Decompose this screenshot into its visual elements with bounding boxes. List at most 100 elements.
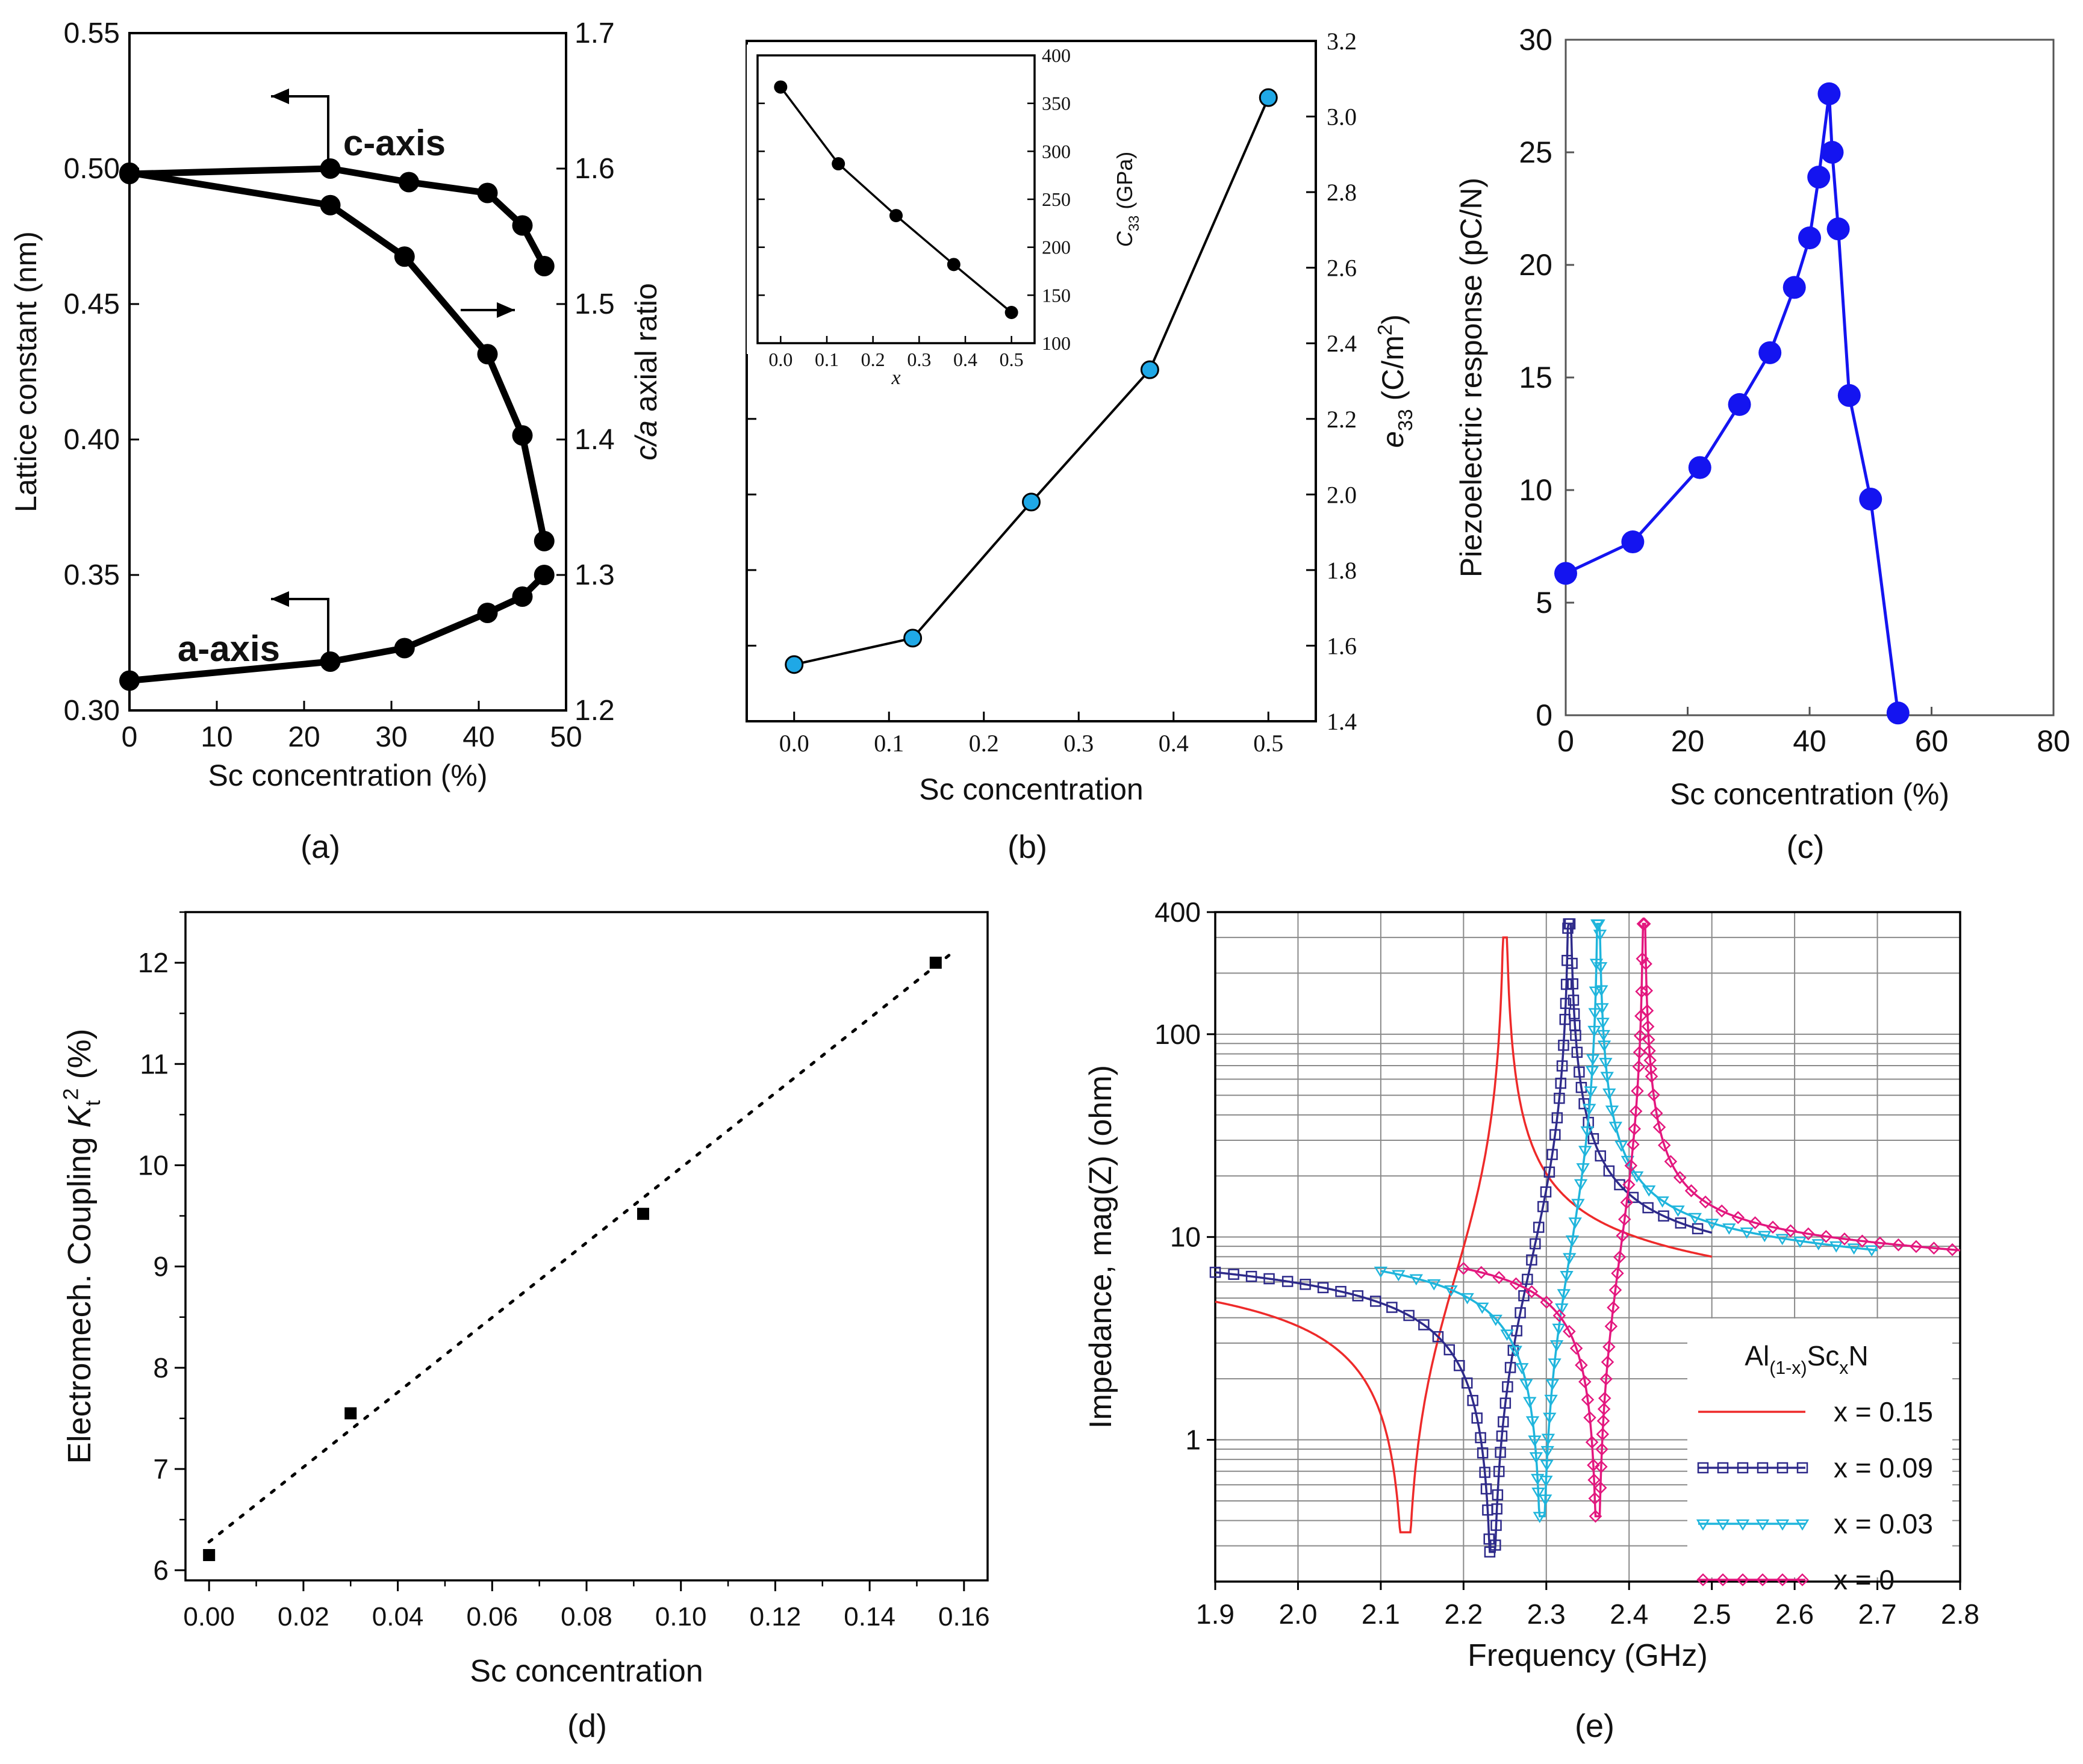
inset-x-tick-label: 0.0 bbox=[768, 349, 792, 370]
panel-label: (c) bbox=[1787, 829, 1825, 865]
x-tick-label: 2.1 bbox=[1362, 1598, 1400, 1630]
series-marker bbox=[1480, 1483, 1492, 1495]
series-marker bbox=[1461, 1377, 1473, 1389]
x-tick-label: 0.10 bbox=[655, 1602, 707, 1632]
series-marker bbox=[1546, 1149, 1558, 1160]
series-marker bbox=[1705, 1219, 1719, 1231]
y-tick-label: 1 bbox=[1185, 1424, 1201, 1456]
series-marker bbox=[1369, 1296, 1381, 1307]
x-tick-label: 0.16 bbox=[938, 1602, 990, 1632]
series-marker bbox=[1588, 1492, 1602, 1505]
y-right-tick-label: 1.4 bbox=[1327, 708, 1357, 735]
panel-label: (b) bbox=[1007, 829, 1047, 865]
data-point bbox=[512, 425, 533, 446]
arrow-ratio-head bbox=[497, 302, 515, 318]
series-marker bbox=[1602, 1340, 1616, 1353]
y-tick-label: 400 bbox=[1154, 896, 1201, 928]
series-marker bbox=[1596, 1017, 1610, 1030]
series-marker bbox=[1467, 1394, 1478, 1406]
panel-a-lattice-constant: 0 10 20 30 40 50 0.30 0.35 0.40 0.45 0.50 0.55 1.2 1.… bbox=[9, 17, 663, 792]
series-marker bbox=[1616, 1229, 1629, 1243]
series-marker bbox=[1585, 1435, 1599, 1449]
y-tick-label: 8 bbox=[153, 1352, 169, 1384]
x-tick-label: 20 bbox=[1671, 724, 1705, 758]
inset-y-tick-label: 400 bbox=[1042, 45, 1071, 66]
series-marker bbox=[1736, 1573, 1749, 1586]
series-marker bbox=[1490, 1539, 1501, 1551]
x-tick-label: 2.7 bbox=[1858, 1598, 1897, 1630]
x-tick-label: 2.8 bbox=[1941, 1598, 1979, 1630]
x-tick-label: 40 bbox=[462, 721, 494, 753]
series-marker bbox=[1596, 1030, 1611, 1042]
annotation-c-axis: c-axis bbox=[343, 123, 446, 163]
legend-title: Al(1-x)ScxN bbox=[1745, 1340, 1868, 1378]
data-point bbox=[119, 670, 140, 691]
series-line bbox=[1215, 922, 1713, 1553]
data-point bbox=[320, 194, 341, 216]
series-marker bbox=[1530, 1238, 1541, 1250]
y-right-tick-label: 1.2 bbox=[574, 695, 615, 727]
series-marker bbox=[1565, 1235, 1580, 1247]
y-tick-label: 25 bbox=[1519, 135, 1552, 169]
series-marker bbox=[1635, 985, 1648, 998]
series-marker bbox=[1639, 957, 1652, 971]
series-marker bbox=[1529, 1452, 1543, 1464]
series-marker bbox=[1566, 957, 1578, 969]
series-marker bbox=[1608, 1284, 1622, 1297]
fit-line bbox=[207, 953, 951, 1544]
series-marker bbox=[1622, 1178, 1636, 1191]
series-marker bbox=[1571, 1199, 1585, 1211]
y-right-tick-label: 1.6 bbox=[574, 153, 615, 185]
x-tick-label: 0.1 bbox=[874, 730, 904, 757]
x-tick-label: 2.4 bbox=[1610, 1598, 1648, 1630]
series-marker bbox=[1563, 1325, 1576, 1338]
series-marker bbox=[1245, 1270, 1257, 1282]
x-tick-label: 0.5 bbox=[1253, 730, 1283, 757]
y-tick-label: 0.30 bbox=[64, 695, 120, 727]
series-marker bbox=[1475, 1432, 1486, 1444]
series-marker bbox=[1519, 1379, 1533, 1391]
series-marker bbox=[1717, 1462, 1729, 1474]
x-axis-label: Sc concentration bbox=[919, 772, 1143, 806]
legend-background bbox=[1687, 1318, 1952, 1577]
series-marker bbox=[1493, 1465, 1505, 1477]
plot-frame bbox=[1565, 39, 2055, 716]
series-marker bbox=[1589, 958, 1604, 971]
series-marker bbox=[1539, 1476, 1553, 1487]
x-axis-label: Sc concentration bbox=[470, 1654, 703, 1689]
series-marker bbox=[1776, 1462, 1789, 1474]
series-marker bbox=[1595, 1003, 1609, 1014]
series-marker bbox=[1628, 1122, 1642, 1135]
series-marker bbox=[1756, 1573, 1769, 1586]
series-marker bbox=[1549, 1129, 1561, 1141]
series-marker bbox=[1578, 1146, 1592, 1157]
series-marker bbox=[1587, 1473, 1601, 1487]
series-marker bbox=[1910, 1240, 1923, 1253]
series-marker bbox=[1558, 1039, 1569, 1051]
data-point bbox=[929, 957, 942, 969]
series-marker bbox=[1574, 1066, 1585, 1078]
series-marker bbox=[1716, 1519, 1730, 1531]
x-axis-label: Sc concentration (%) bbox=[208, 759, 487, 792]
series-marker bbox=[1688, 1213, 1702, 1225]
series-marker bbox=[1281, 1276, 1294, 1287]
y-tick-label: 20 bbox=[1519, 248, 1552, 282]
series-marker bbox=[1475, 1266, 1488, 1279]
x-tick-label: 0.14 bbox=[844, 1602, 895, 1632]
data-point bbox=[477, 603, 498, 623]
series-marker bbox=[1793, 1237, 1807, 1248]
series-marker bbox=[1722, 1223, 1736, 1235]
series-marker bbox=[1864, 1245, 1879, 1257]
series-marker bbox=[1593, 962, 1608, 974]
series-marker bbox=[1552, 1309, 1566, 1323]
data-point bbox=[1817, 82, 1841, 105]
y-right-axis-label-part: c/a bbox=[629, 420, 663, 461]
y-tick-label: 100 bbox=[1154, 1019, 1201, 1050]
series-marker bbox=[1574, 1179, 1588, 1191]
series-marker bbox=[1696, 1519, 1710, 1531]
inset-background bbox=[747, 45, 1045, 354]
series-marker bbox=[1640, 1004, 1654, 1017]
x-tick-label: 2.6 bbox=[1775, 1598, 1814, 1630]
y-right-tick-label: 2.8 bbox=[1327, 179, 1357, 206]
data-point bbox=[1820, 141, 1844, 164]
